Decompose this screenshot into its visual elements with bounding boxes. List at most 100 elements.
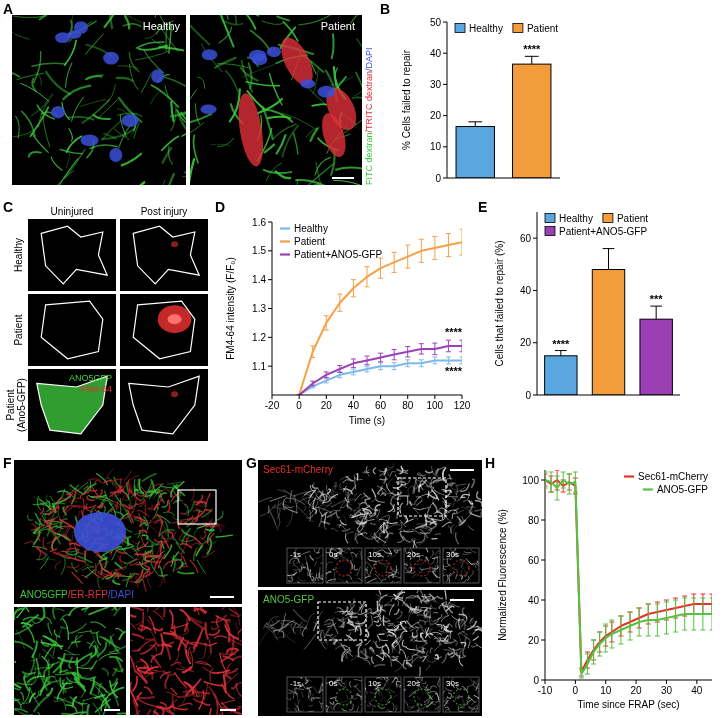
overlay-label: ANO5GFP: [69, 373, 112, 383]
y-tick-label: 100: [522, 475, 539, 486]
rfp-texture: [82, 575, 88, 578]
rfp-texture: [197, 512, 200, 521]
row-label-line: Healthy: [13, 238, 24, 272]
y-tick: [443, 84, 447, 85]
rfp-texture: [89, 490, 97, 491]
error-bar-cap: [567, 474, 572, 475]
rfp-texture: [176, 566, 189, 570]
rfp-texture: [51, 533, 59, 540]
y-tick-label: 80: [528, 515, 540, 526]
er-texture: [453, 525, 458, 535]
rfp-texture: [179, 532, 186, 541]
error-bar-cap: [549, 472, 554, 473]
zoom-texture: [162, 644, 171, 646]
error-bar-stem: [656, 306, 657, 319]
scale-bar: [210, 596, 234, 598]
zoom-texture: [183, 629, 189, 635]
rfp-texture: [137, 570, 143, 581]
error-bar-cap: [549, 492, 554, 493]
green-stain: [332, 34, 334, 58]
green-stain: [306, 185, 319, 186]
error-bar-cap: [392, 272, 397, 273]
er-texture: [377, 534, 380, 542]
zoom-texture: [99, 653, 117, 660]
process-texture: [330, 512, 331, 518]
zoom-texture: [135, 622, 142, 626]
rfp-texture: [25, 541, 34, 544]
zoom-texture: [164, 672, 174, 675]
green-stain: [86, 35, 103, 55]
y-tick-label: 10: [430, 141, 442, 152]
er-texture: [416, 496, 422, 499]
error-bar-cap: [682, 596, 687, 597]
y-tick: [268, 308, 272, 309]
y-tick: [533, 290, 537, 291]
y-tick: [268, 222, 272, 223]
zoom-texture: [222, 700, 235, 703]
error-bar-cap: [682, 598, 687, 599]
zoom-texture: [60, 678, 61, 686]
zoom-texture: [156, 607, 163, 610]
zoom-texture: [225, 625, 238, 639]
er-texture: [462, 494, 470, 497]
green-stain: [43, 113, 50, 147]
x-tick-label: 10: [600, 685, 612, 696]
x-tick: [636, 680, 637, 684]
zoom-texture: [114, 607, 117, 610]
dye-uptake-core: [168, 314, 182, 324]
legend-swatch: [280, 227, 290, 229]
cell-outline: [129, 376, 199, 434]
series-line: [545, 480, 712, 674]
process-texture: [296, 505, 310, 518]
er-texture: [469, 526, 474, 530]
error-bar-cap: [591, 664, 596, 665]
zoom-texture: [165, 676, 168, 688]
error-bar-cap: [392, 359, 397, 360]
process-texture: [286, 510, 293, 527]
green-stain: [12, 70, 19, 77]
error-bar-cap: [664, 634, 669, 635]
zoom-texture: [171, 631, 185, 645]
rfp-texture: [180, 498, 187, 507]
panel-label: A: [3, 1, 13, 17]
y-tick: [533, 342, 537, 343]
rfp-texture: [114, 479, 121, 480]
y-tick: [443, 178, 447, 179]
gfp-texture: [189, 501, 194, 512]
zoom-texture: [47, 660, 50, 682]
error-bar-cap: [468, 121, 482, 122]
rfp-texture: [218, 524, 221, 531]
error-bar: [525, 56, 539, 64]
green-stain: [150, 91, 161, 105]
error-bar: [603, 249, 615, 270]
zoom-texture: [54, 698, 67, 702]
green-stain: [215, 58, 235, 68]
process-texture: [269, 509, 276, 524]
green-stain: [335, 68, 338, 88]
micrograph: [258, 460, 482, 587]
error-bar-cap: [446, 351, 451, 352]
process-texture: [320, 496, 323, 503]
rfp-texture: [180, 553, 182, 559]
zoom-texture: [116, 629, 123, 632]
process-texture: [270, 496, 286, 501]
zoom-texture: [160, 607, 165, 617]
cell-outline: [133, 226, 199, 284]
error-bar-cap: [545, 472, 548, 473]
zoom-texture: [36, 659, 39, 678]
error-bar-cap: [628, 612, 633, 613]
er-texture: [336, 513, 339, 517]
nucleus: [81, 134, 99, 146]
error-bar-cap: [419, 366, 424, 367]
error-bar-cap: [324, 377, 329, 378]
error-bar-cap: [405, 366, 410, 367]
zoom-texture: [231, 636, 234, 655]
zoom-texture: [21, 692, 24, 700]
y-tick-label: 50: [430, 17, 442, 28]
error-bar-cap: [337, 311, 342, 312]
error-bar-cap: [419, 343, 424, 344]
zoom-texture: [68, 635, 82, 649]
bar: [640, 319, 672, 395]
gfp-texture: [208, 530, 214, 543]
clipped-group: [545, 470, 712, 678]
